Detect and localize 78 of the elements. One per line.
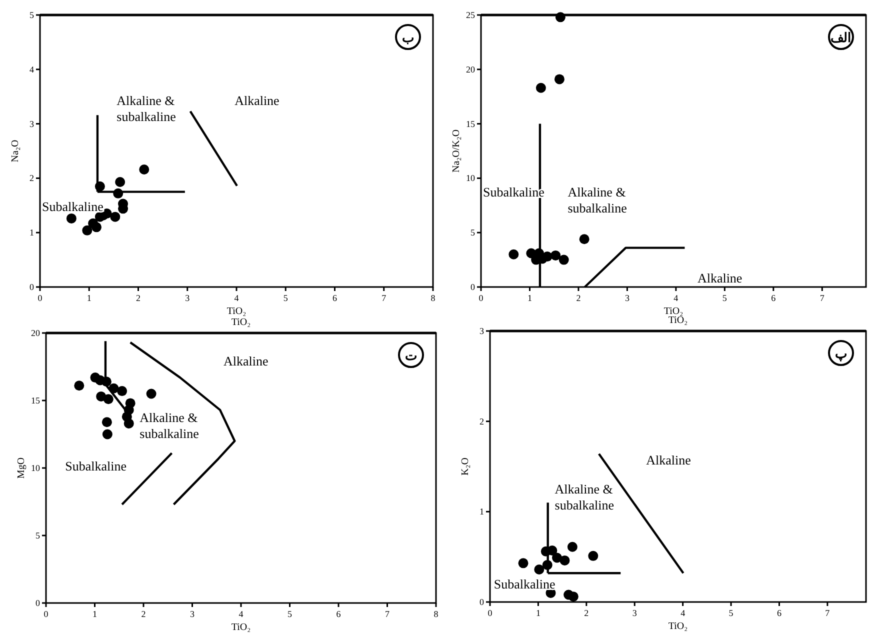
text: TiO₂ xyxy=(231,317,251,328)
y-tick-label: 0 xyxy=(30,282,34,292)
annotation: ب xyxy=(402,30,414,45)
x-axis-title: TiO₂ xyxy=(664,306,684,317)
x-tick-label: 3 xyxy=(632,608,638,618)
x-tick-label: 3 xyxy=(190,609,195,619)
x-tick-label: 6 xyxy=(771,293,776,303)
x-tick-label: 5 xyxy=(722,293,728,303)
y-tick-label: 15 xyxy=(31,396,40,406)
y-tick-label: 0 xyxy=(36,598,40,608)
x-tick-label: 4 xyxy=(680,608,686,618)
y-axis-title: Na₂O/K₂O xyxy=(451,129,462,173)
x-tick-label: 1 xyxy=(86,293,92,303)
x-tick-label: 4 xyxy=(238,609,244,619)
x-tick-label: 2 xyxy=(584,608,589,618)
x-tick-label: 1 xyxy=(536,608,540,618)
x-axis-title: TiO₂ xyxy=(668,621,688,632)
x-tick-label: 2 xyxy=(141,609,146,619)
x-tick-label: 0 xyxy=(44,609,49,619)
y-tick-label: 4 xyxy=(30,64,34,74)
annotation: Alkaline & subalkaline xyxy=(140,410,200,442)
annotation: Subalkaline xyxy=(65,458,127,474)
x-tick-label: 5 xyxy=(283,293,288,303)
x-tick-label: 1 xyxy=(527,293,532,303)
y-tick-label: 5 xyxy=(30,10,34,20)
annotation: Alkaline xyxy=(697,270,742,286)
y-tick-label: 2 xyxy=(480,416,484,426)
x-tick-label: 8 xyxy=(430,293,436,303)
x-axis-title: TiO₂ xyxy=(231,622,251,633)
y-axis-title: K₂O xyxy=(460,458,471,476)
x-tick-label: 6 xyxy=(332,293,338,303)
y-tick-label: 5 xyxy=(470,228,476,238)
y-tick-label: 1 xyxy=(480,506,484,517)
y-tick-label: 3 xyxy=(30,118,34,129)
x-tick-label: 5 xyxy=(728,608,734,618)
y-tick-label: 3 xyxy=(480,326,484,336)
annotation: Alkaline xyxy=(224,353,268,368)
annotation: Alkaline & subalkaline xyxy=(568,184,628,216)
annotation: Alkaline xyxy=(234,92,280,108)
x-tick-label: 7 xyxy=(825,608,830,618)
x-tick-label: 7 xyxy=(382,293,387,303)
annotation: ت xyxy=(405,348,417,363)
x-tick-label: 2 xyxy=(136,293,140,303)
y-tick-label: 1 xyxy=(30,228,34,238)
y-tick-label: 10 xyxy=(466,173,476,184)
x-tick-label: 6 xyxy=(336,609,342,619)
y-axis-title: MgO xyxy=(16,457,27,479)
annotation: Alkaline & subalkaline xyxy=(116,92,176,124)
x-tick-label: 3 xyxy=(185,293,190,303)
annotation: Subalkaline xyxy=(494,576,556,592)
y-tick-label: 2 xyxy=(30,173,34,184)
x-tick-label: 4 xyxy=(674,293,679,303)
annotation: پ xyxy=(835,346,847,362)
annotation: Subalkaline xyxy=(42,198,104,214)
y-axis-title: Na₂O xyxy=(10,140,21,162)
y-tick-label: 0 xyxy=(480,597,484,607)
x-tick-label: 1 xyxy=(92,609,97,619)
x-tick-label: 6 xyxy=(776,608,782,618)
x-axis-title: TiO₂ xyxy=(226,306,246,317)
annotation: Alkaline & subalkaline xyxy=(554,482,614,513)
y-tick-label: 20 xyxy=(31,328,40,338)
y-tick-label: 25 xyxy=(466,10,476,20)
y-tick-label: 0 xyxy=(470,282,476,292)
text: TiO₂ xyxy=(668,315,688,326)
y-tick-label: 10 xyxy=(31,463,40,473)
x-tick-label: 7 xyxy=(820,293,825,303)
x-tick-label: 4 xyxy=(234,293,240,303)
y-tick-label: 5 xyxy=(36,530,40,540)
x-tick-label: 0 xyxy=(488,608,493,618)
annotation: Alkaline xyxy=(646,452,692,468)
x-tick-label: 3 xyxy=(624,293,630,303)
x-tick-label: 7 xyxy=(385,609,390,619)
annotation: الف xyxy=(830,30,852,45)
x-tick-label: 5 xyxy=(288,609,292,619)
x-tick-label: 2 xyxy=(576,293,581,303)
x-tick-label: 8 xyxy=(434,609,439,619)
y-tick-label: 15 xyxy=(466,118,476,129)
y-tick-label: 20 xyxy=(466,64,476,74)
